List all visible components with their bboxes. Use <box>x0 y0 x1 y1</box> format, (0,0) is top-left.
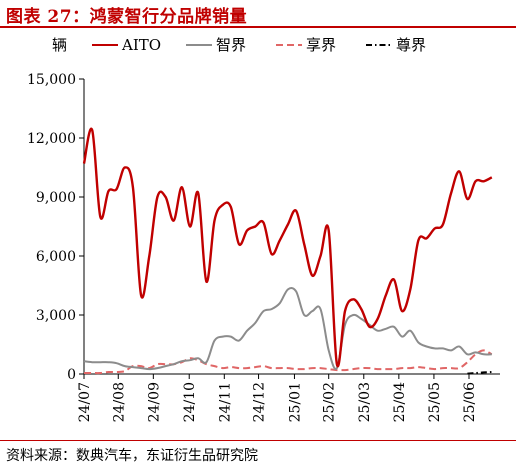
series-line-享界 <box>84 349 493 375</box>
series-line-AITO <box>82 127 493 368</box>
legend-label-享界: 享界 <box>306 36 336 54</box>
title-rule <box>0 26 516 28</box>
series-line-尊界 <box>467 371 492 375</box>
x-tick-label: 25/03 <box>357 382 373 422</box>
line-chart: 0 3,000 6,000 9,000 12,000 15,000 24/07 24/08 24… <box>27 36 500 422</box>
x-tick-label: 24/11 <box>217 382 233 422</box>
x-tick-label: 25/02 <box>322 382 338 422</box>
source-rule <box>0 440 516 441</box>
y-tick-label: 3,000 <box>36 308 76 324</box>
legend-label-AITO: AITO <box>121 36 161 54</box>
y-tick-label: 6,000 <box>36 249 76 265</box>
y-axis-unit-label: 辆 <box>52 36 67 54</box>
x-tick-label: 24/07 <box>77 382 93 422</box>
series-line-智界 <box>83 287 492 371</box>
legend-label-智界: 智界 <box>216 36 246 54</box>
x-tick-label: 25/01 <box>287 382 303 422</box>
chart-axes <box>83 79 500 375</box>
axis-ticks: 0 3,000 6,000 9,000 12,000 15,000 24/07 24/08 24… <box>27 72 478 422</box>
x-tick-label: 25/05 <box>427 382 443 422</box>
series-layer <box>82 127 493 375</box>
x-tick-label: 24/10 <box>182 382 198 422</box>
x-tick-label: 25/04 <box>392 382 408 422</box>
y-tick-label: 12,000 <box>27 131 76 147</box>
chart-title: 图表 27：鸿蒙智行分品牌销量 <box>6 7 248 27</box>
y-tick-label: 9,000 <box>36 190 76 206</box>
y-tick-label: 0 <box>67 367 76 383</box>
x-tick-label: 24/09 <box>146 382 162 422</box>
chart-legend: 辆 AITO 智界 享界 尊界 <box>52 36 426 54</box>
source-note: 资料来源：数典汽车，东证衍生品研究院 <box>6 448 258 464</box>
y-tick-label: 15,000 <box>27 72 76 88</box>
x-tick-label: 24/08 <box>111 382 127 422</box>
legend-label-尊界: 尊界 <box>396 36 426 54</box>
x-tick-label: 25/06 <box>462 382 478 422</box>
x-tick-label: 24/12 <box>252 382 268 422</box>
